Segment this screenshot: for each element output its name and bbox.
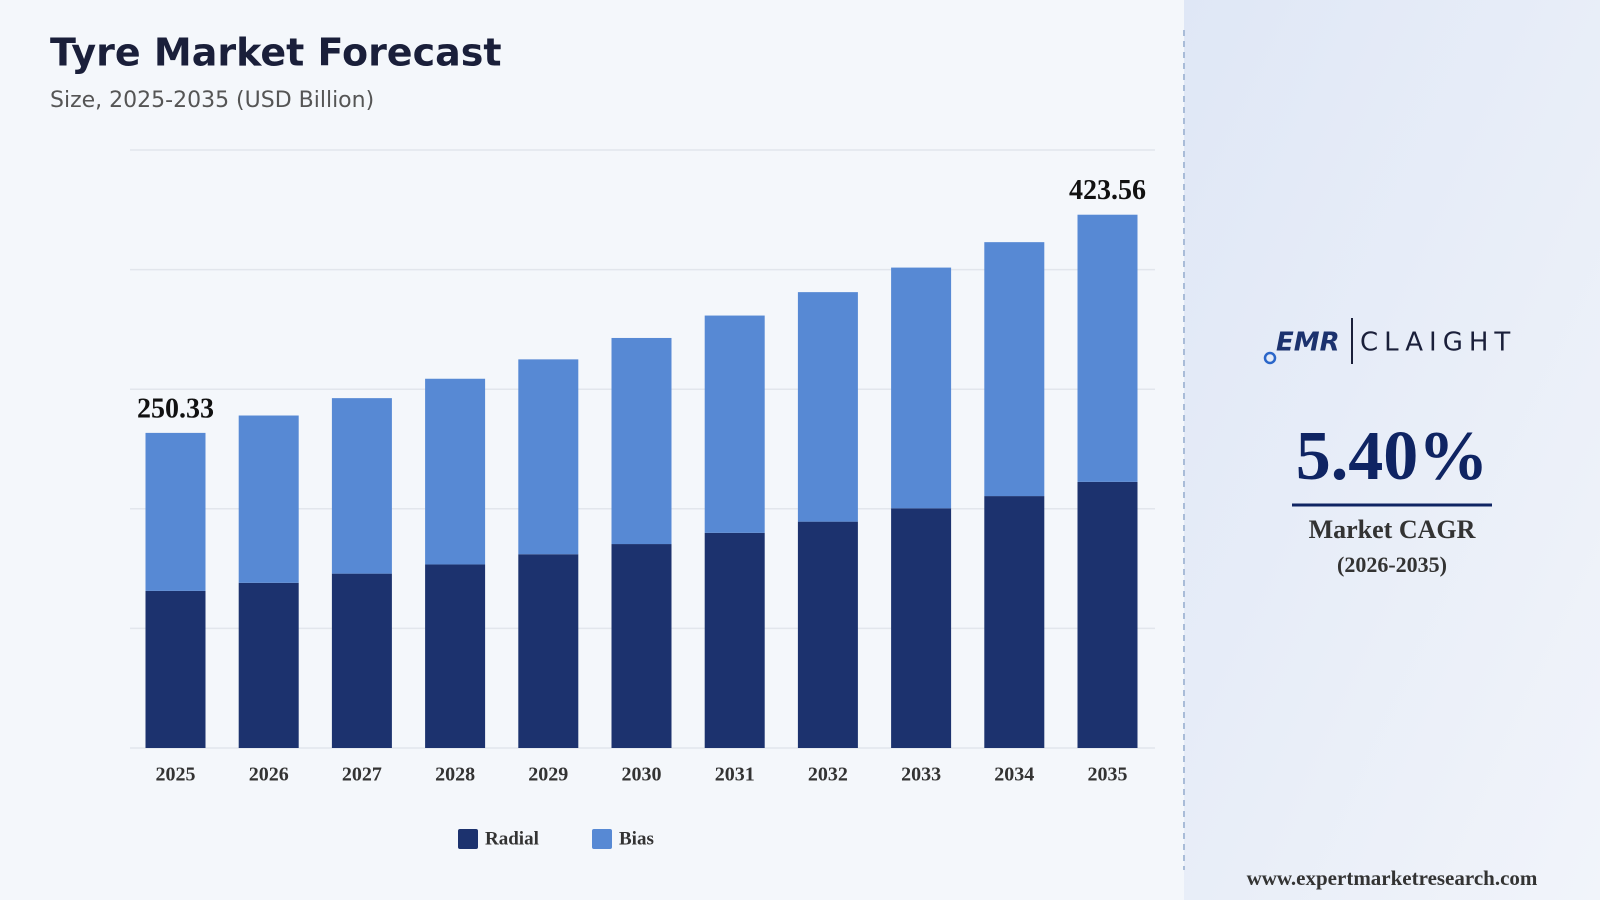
side-panel bbox=[1184, 0, 1600, 900]
logo-right: CLAIGHT bbox=[1360, 328, 1516, 358]
x-tick-label: 2034 bbox=[994, 764, 1034, 786]
bar-segment bbox=[518, 359, 579, 555]
logo-left: EMR bbox=[1276, 328, 1340, 358]
x-tick-label: 2032 bbox=[808, 764, 848, 786]
x-tick-label: 2028 bbox=[435, 764, 475, 786]
x-tick-label: 2027 bbox=[342, 764, 382, 786]
bar-segment bbox=[1077, 214, 1138, 482]
bar-segment bbox=[145, 432, 206, 591]
total-label: 250.33 bbox=[137, 393, 214, 424]
bar-segment bbox=[797, 292, 858, 522]
website: www.expertmarketresearch.com bbox=[1247, 866, 1538, 890]
logo-icon bbox=[1263, 351, 1277, 365]
cagr-value: 5.40% bbox=[1296, 418, 1489, 495]
bar-segment bbox=[984, 242, 1045, 497]
legend-swatch bbox=[592, 829, 612, 849]
legend-swatch bbox=[458, 829, 478, 849]
total-label: 423.56 bbox=[1069, 175, 1146, 206]
bar-segment bbox=[891, 267, 952, 509]
logo: EMR CLAIGHT bbox=[1263, 318, 1516, 365]
x-tick-label: 2029 bbox=[528, 764, 568, 786]
x-tick-label: 2033 bbox=[901, 764, 941, 786]
bar-segment bbox=[145, 590, 206, 748]
bar-segment bbox=[331, 573, 392, 748]
x-tick-label: 2025 bbox=[156, 764, 196, 786]
legend-label: Bias bbox=[619, 828, 654, 849]
bar-segment bbox=[611, 544, 672, 748]
bar-segment bbox=[704, 315, 765, 533]
x-tick-label: 2035 bbox=[1088, 764, 1128, 786]
bar-segment bbox=[518, 554, 579, 748]
bar-segment bbox=[611, 337, 672, 545]
bar-segment bbox=[984, 496, 1045, 748]
bar-segment bbox=[425, 378, 486, 565]
bar-segment bbox=[891, 508, 952, 748]
chart-title: Tyre Market Forecast bbox=[50, 31, 502, 75]
cagr-label: Market CAGR bbox=[1309, 515, 1476, 544]
legend-label: Radial bbox=[485, 828, 539, 849]
plot: 2025 2026 2027 2028 2029 2030 2031 2032 2033 2034… bbox=[130, 149, 1155, 849]
bar-segment bbox=[425, 564, 486, 748]
cagr-period: (2026-2035) bbox=[1337, 552, 1447, 577]
x-tick-label: 2031 bbox=[715, 764, 755, 786]
bar-segment bbox=[704, 532, 765, 748]
x-tick-label: 2030 bbox=[622, 764, 662, 786]
bar-segment bbox=[238, 415, 299, 583]
bar-segment bbox=[797, 521, 858, 748]
x-tick-label: 2026 bbox=[249, 764, 289, 786]
bar-segment bbox=[331, 398, 392, 574]
bar-segment bbox=[1077, 481, 1138, 748]
chart-subtitle: Size, 2025-2035 (USD Billion) bbox=[50, 88, 374, 113]
bar-segment bbox=[238, 582, 299, 748]
